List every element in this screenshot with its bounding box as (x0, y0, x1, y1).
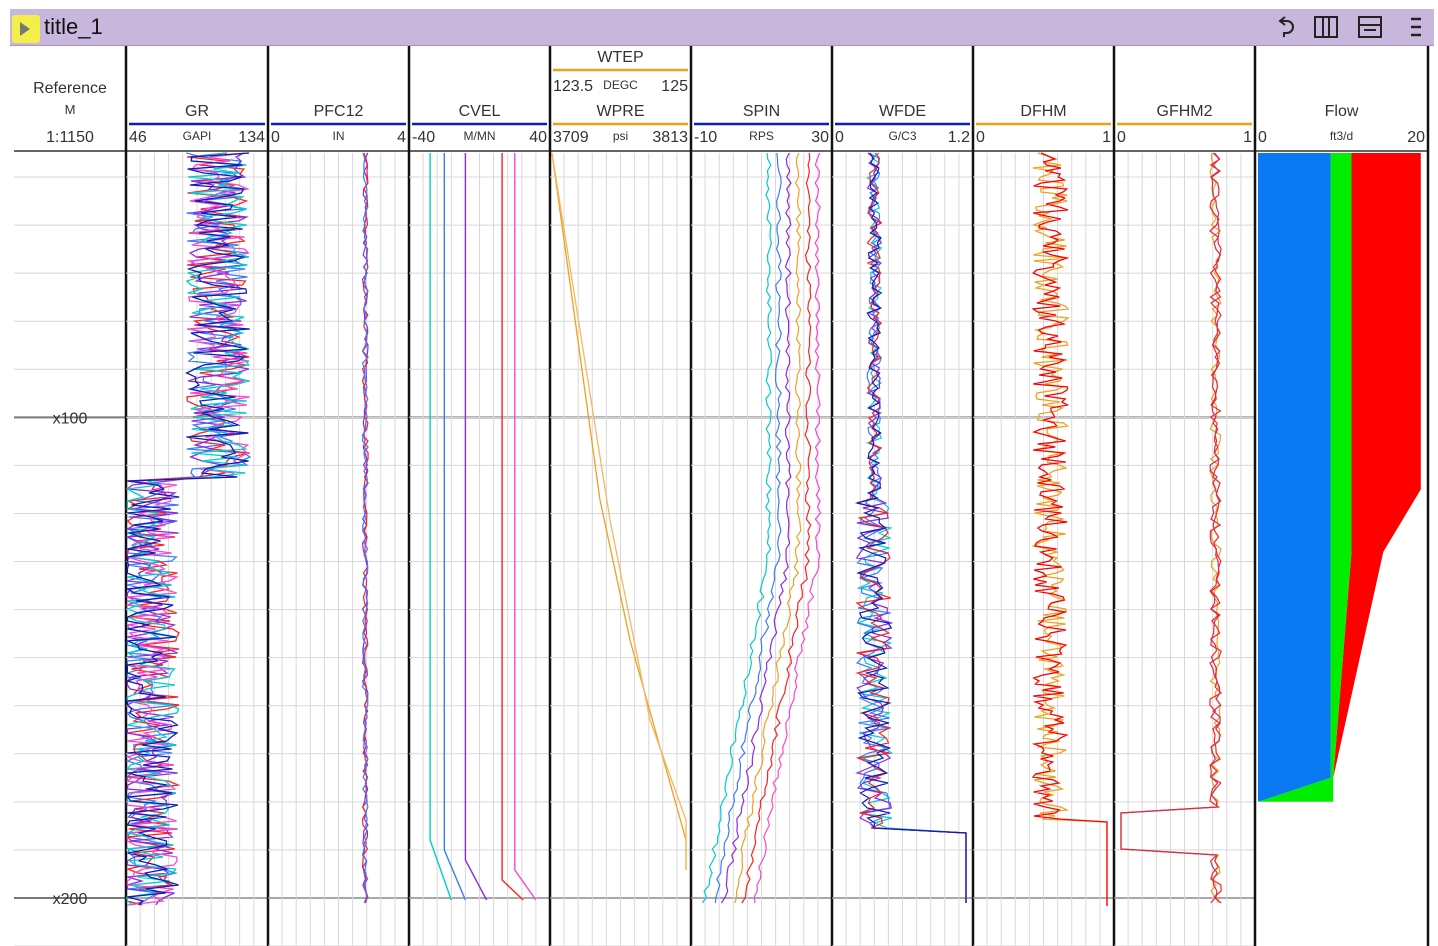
curve-min-value: 0 (271, 129, 280, 146)
split-vertical-icon[interactable] (1312, 13, 1340, 41)
curve-max-value: 30 (811, 129, 829, 146)
reference-scale: 1:1150 (46, 129, 94, 146)
curve-unit: GAPI (183, 129, 212, 143)
undo-icon[interactable] (1272, 13, 1300, 41)
more-vertical-icon[interactable] (1402, 13, 1430, 41)
gr-curve (125, 152, 249, 906)
curve-name: WFDE (879, 103, 926, 120)
curve-max-value: 1.2 (948, 129, 970, 146)
curve-name: GFHM2 (1157, 103, 1213, 120)
curve-name: Flow (1325, 103, 1359, 120)
curve-min-value: -40 (412, 129, 435, 146)
curve-unit: RPS (749, 129, 774, 143)
reference-unit: M (65, 102, 76, 117)
depth-label: x200 (53, 891, 88, 908)
curve-name: WPRE (597, 103, 645, 120)
curve-min-value: 46 (129, 129, 147, 146)
wtep-curve (551, 152, 687, 870)
curve-name: CVEL (459, 103, 501, 120)
cvel-curve (429, 153, 452, 901)
curve-unit: psi (613, 129, 628, 143)
curve-min-value: -10 (694, 129, 717, 146)
spin-curve (741, 152, 812, 904)
curve-name: WTEP (597, 49, 643, 66)
curve-min-value: 0 (835, 129, 844, 146)
play-triangle-icon (20, 22, 30, 36)
curve-max-value: 40 (529, 129, 547, 146)
curve-name: SPIN (743, 103, 780, 120)
curve-unit: ft3/d (1330, 129, 1353, 143)
curve-max-value: 1 (1102, 129, 1111, 146)
dfhm-curve (1031, 152, 1108, 906)
curve-min-value: 0 (1258, 129, 1267, 146)
pfc12-curve (361, 152, 369, 904)
curve-unit: DEGC (603, 78, 638, 92)
flow-green-area (1258, 153, 1352, 802)
log-title: title_1 (44, 14, 103, 39)
gr-curve (125, 152, 251, 906)
cvel-curve (464, 153, 488, 901)
gfhm2-curve (1120, 152, 1222, 904)
curve-min-value: 123.5 (553, 78, 593, 95)
gfhm2-curve (1120, 152, 1223, 904)
curve-max-value: 1 (1243, 129, 1252, 146)
curve-name: DFHM (1020, 103, 1066, 120)
curve-name: PFC12 (314, 103, 364, 120)
curve-min-value: 0 (1117, 129, 1126, 146)
spin-curve (701, 152, 773, 904)
flow-red-area (1333, 153, 1421, 802)
curve-max-value: 134 (238, 129, 265, 146)
wfde-curve (856, 152, 967, 903)
cvel-curve (443, 153, 467, 901)
gr-curve (124, 152, 250, 906)
spin-curve (720, 152, 792, 904)
log-title-bar: title_1 (10, 9, 1434, 46)
cvel-curve (514, 153, 537, 901)
cvel-curve (501, 153, 524, 901)
curve-max-value: 125 (661, 78, 688, 95)
gfhm2-curve (1120, 153, 1222, 904)
split-horizontal-icon[interactable] (1356, 13, 1384, 41)
curve-max-value: 3813 (652, 129, 688, 146)
curve-name: GR (185, 103, 209, 120)
spin-curve (714, 152, 782, 904)
collapse-button[interactable] (12, 15, 40, 43)
flow-blue-area (1258, 153, 1331, 802)
curve-unit: M/MN (464, 129, 496, 143)
curve-min-value: 0 (976, 129, 985, 146)
gr-curve (125, 152, 250, 906)
dfhm-curve (1031, 152, 1108, 906)
curve-max-value: 20 (1407, 129, 1425, 146)
curve-unit: IN (333, 129, 345, 143)
spin-curve (734, 152, 802, 904)
curve-unit: G/C3 (888, 129, 916, 143)
spin-curve (753, 152, 822, 904)
reference-title: Reference (33, 80, 107, 97)
curve-min-value: 3709 (553, 129, 589, 146)
depth-label: x100 (53, 410, 88, 427)
curve-max-value: 4 (397, 129, 406, 146)
